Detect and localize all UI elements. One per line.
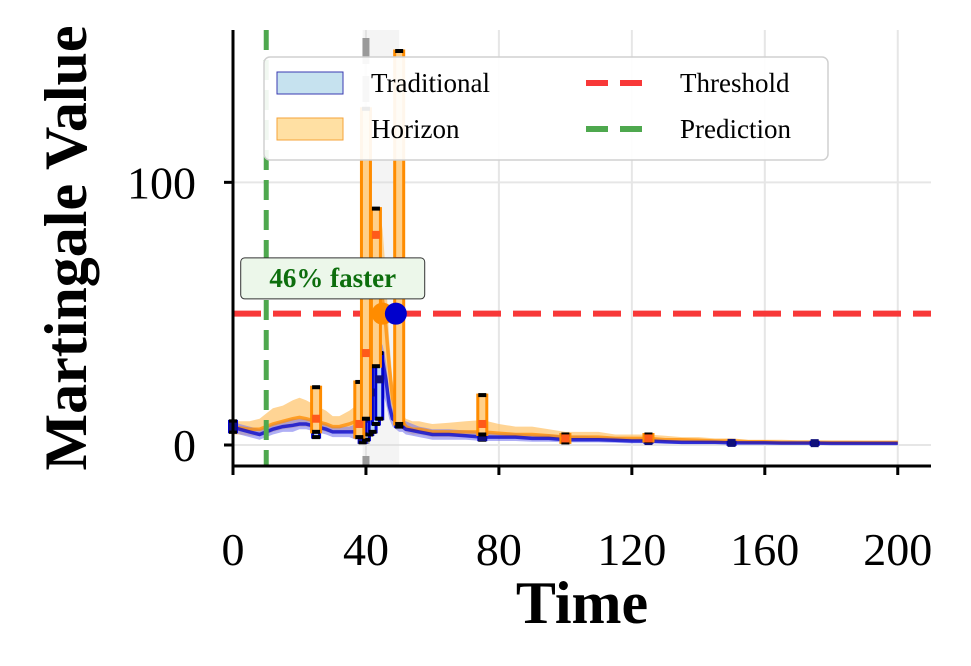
- traditional-band: [233, 339, 898, 445]
- horizon-marker: [561, 434, 570, 443]
- traditional-marker: [375, 375, 384, 384]
- x-tick-label: 200: [863, 524, 932, 575]
- x-tick-label: 120: [597, 524, 666, 575]
- legend-label-threshold: Threshold: [680, 68, 790, 98]
- horizon-marker: [361, 349, 370, 358]
- speedup-annotation: 46% faster: [240, 257, 426, 300]
- legend-label-prediction: Prediction: [680, 114, 791, 144]
- traditional-marker: [727, 438, 736, 447]
- legend-frame: [263, 56, 829, 161]
- traditional-line: [233, 355, 898, 446]
- horizon-marker: [312, 414, 321, 423]
- traditional-marker: [810, 439, 819, 448]
- annotation-text: 46% faster: [269, 263, 396, 293]
- legend: Traditional Horizon Threshold Prediction: [263, 56, 829, 161]
- axes: [224, 30, 931, 475]
- horizon-marker: [478, 419, 487, 428]
- y-tick-label: 100: [127, 157, 196, 208]
- x-tick-label: 80: [476, 524, 522, 575]
- x-tick-label: 160: [730, 524, 799, 575]
- horizon-error-bar: [476, 393, 489, 436]
- x-axis-title: Time: [516, 570, 648, 636]
- legend-label-horizon: Horizon: [371, 114, 460, 144]
- legend-label-traditional: Traditional: [371, 68, 490, 98]
- horizon-band: [233, 208, 898, 444]
- horizon-marker: [355, 419, 364, 428]
- x-tick-label: 0: [222, 524, 245, 575]
- confidence-bands: [233, 208, 898, 445]
- x-tick-label: 40: [343, 524, 389, 575]
- traditional-marker: [478, 433, 487, 442]
- y-axis-title: Martingale Value: [33, 26, 99, 471]
- legend-swatch-horizon: [276, 117, 344, 141]
- horizon-error-bar: [310, 385, 323, 434]
- horizon-marker: [644, 434, 653, 443]
- y-tick-label: 0: [173, 420, 196, 471]
- legend-swatch-traditional: [276, 71, 344, 95]
- horizon-marker: [371, 230, 380, 239]
- tick-labels: 0 40 80 120 160 200 0 100: [127, 157, 932, 575]
- traditional-detection-point: [384, 302, 407, 325]
- annotation-box: [240, 257, 426, 300]
